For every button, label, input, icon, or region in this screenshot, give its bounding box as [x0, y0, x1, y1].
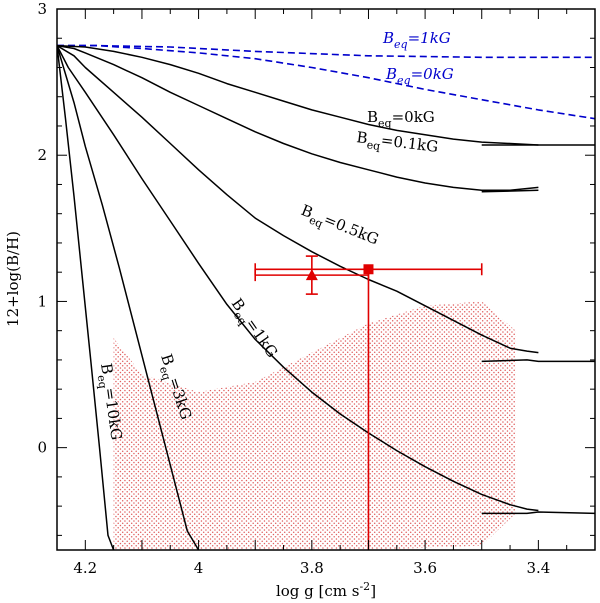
curve-label-beq-0-1kg: Beq=0.1kG	[355, 128, 439, 160]
plot-frame	[56, 8, 596, 551]
curve-beq-0kg	[57, 44, 539, 146]
curve-label-beq-0kg-dashed: Beq=0kG	[385, 65, 454, 87]
curve-beq-0-5kg-branch	[481, 359, 595, 363]
curve-beq-1kg-branch	[481, 511, 595, 515]
curve-label-beq-1kg-dashed: Beq=1kG	[382, 29, 451, 51]
curve-beq-0-1kg-branch	[481, 189, 539, 193]
curve-beq-0-5kg	[57, 44, 539, 354]
observation-triangle	[254, 255, 370, 295]
x-tick-label: 3.4	[526, 559, 550, 577]
y-tick-label: 2	[37, 146, 47, 164]
curve-beq-0kg-dashed	[57, 44, 595, 120]
curve-beq-1kg	[57, 45, 539, 512]
curve-beq-3kg	[57, 45, 200, 550]
hatch-layer	[113, 301, 516, 550]
curve-label-beq-1kg: Beq=1kG	[224, 295, 281, 363]
curves-layer	[57, 44, 595, 550]
axes-layer: 4.2 4 3.8 3.6 3.4 0 1 2 3 log g [cm s-2] 12+log(B/…	[4, 0, 596, 600]
x-tick-label: 3.8	[300, 559, 324, 577]
curve-beq-10kg	[57, 45, 115, 550]
x-tick-label: 3.6	[413, 559, 437, 577]
observation-square	[254, 263, 483, 550]
y-tick-label: 0	[37, 439, 47, 457]
x-tick-label: 4	[194, 559, 204, 577]
curve-beq-0-1kg	[57, 44, 539, 192]
x-tick-label: 4.2	[73, 559, 97, 577]
marker-square	[363, 264, 374, 275]
marker-triangle	[305, 269, 318, 281]
observations-layer	[254, 255, 483, 550]
y-tick-label: 1	[37, 292, 47, 310]
curve-beq-1kg-dashed	[57, 44, 595, 59]
x-axis-title: log g [cm s-2]	[276, 580, 376, 600]
y-tick-label: 3	[37, 0, 47, 18]
y-axis-title: 12+log(B/H)	[4, 231, 22, 327]
hatched-region	[113, 301, 516, 550]
curve-label-beq-0kg: Beq=0kG	[367, 108, 435, 130]
curve-label-beq-0-5kg: Beq=0.5kG	[297, 201, 381, 252]
